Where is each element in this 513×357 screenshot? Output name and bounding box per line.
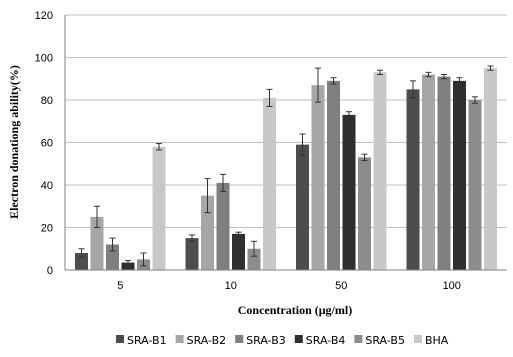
y-tick-label: 100 — [35, 53, 53, 65]
legend-swatch-sra-b4 — [294, 335, 303, 343]
bar-bha-5 — [152, 146, 166, 270]
bar-sra-b4-50 — [342, 114, 356, 270]
bar-sra-b2-100 — [422, 74, 435, 270]
x-tick-label: 10 — [225, 280, 237, 292]
bar-sra-b1-100 — [406, 89, 420, 270]
legend-swatch-sra-b5 — [354, 335, 363, 343]
bar-sra-b5-10 — [247, 248, 261, 270]
bar-sra-b2-10 — [201, 195, 214, 270]
y-axis-title: Electron donationg ability(%) — [7, 65, 21, 219]
y-tick-label: 20 — [41, 223, 53, 235]
x-tick-label: 5 — [117, 280, 123, 292]
legend-label-sra-b4: SRA-B4 — [306, 334, 346, 347]
axes: 0 20 40 60 80 100 120 5 10 50 100 — [35, 10, 507, 292]
legend-swatch-sra-b2 — [175, 335, 184, 343]
bar-sra-b1-5 — [75, 253, 88, 270]
bar-sra-b5-100 — [468, 100, 482, 270]
bar-bha-100 — [484, 68, 497, 270]
y-tick-label: 120 — [35, 10, 53, 22]
y-tick-label: 40 — [41, 180, 53, 192]
bar-bha-10 — [263, 97, 276, 270]
bar-sra-b3-100 — [437, 76, 451, 270]
legend-swatch-sra-b3 — [235, 335, 244, 343]
legend-label-sra-b1: SRA-B1 — [127, 334, 167, 347]
bar-sra-b3-5 — [106, 244, 119, 270]
legend-swatch-bha — [413, 335, 422, 343]
x-tick-label: 50 — [335, 280, 347, 292]
y-tick-label: 60 — [41, 138, 53, 150]
bar-sra-b1-10 — [185, 238, 199, 270]
bar-sra-b4-5 — [121, 262, 135, 270]
legend-swatch-sra-b1 — [116, 335, 124, 343]
y-tick-label: 0 — [47, 265, 53, 277]
legend-label-sra-b3: SRA-B3 — [246, 334, 286, 347]
bar-sra-b3-50 — [327, 80, 340, 270]
bar-sra-b1-50 — [296, 144, 309, 270]
bar-sra-b5-50 — [358, 157, 371, 270]
legend-label-sra-b5: SRA-B5 — [365, 334, 405, 347]
x-tick-label: 100 — [443, 280, 461, 292]
y-tick-label: 80 — [41, 95, 53, 107]
bar-sra-b2-5 — [90, 216, 104, 270]
bar-sra-b4-100 — [453, 80, 466, 270]
x-axis-title: Concentration (μg/ml) — [238, 303, 352, 317]
bar-sra-b4-10 — [232, 233, 245, 270]
legend-label-sra-b2: SRA-B2 — [187, 334, 227, 347]
bars — [75, 65, 497, 270]
bar-sra-b3-10 — [216, 182, 230, 270]
legend-label-bha: BHA — [425, 334, 449, 347]
bar-sra-b2-50 — [311, 85, 325, 270]
legend: SRA-B1 SRA-B2 SRA-B3 SRA-B4 SRA-B5 BHA — [116, 334, 449, 347]
bar-bha-50 — [373, 72, 387, 270]
